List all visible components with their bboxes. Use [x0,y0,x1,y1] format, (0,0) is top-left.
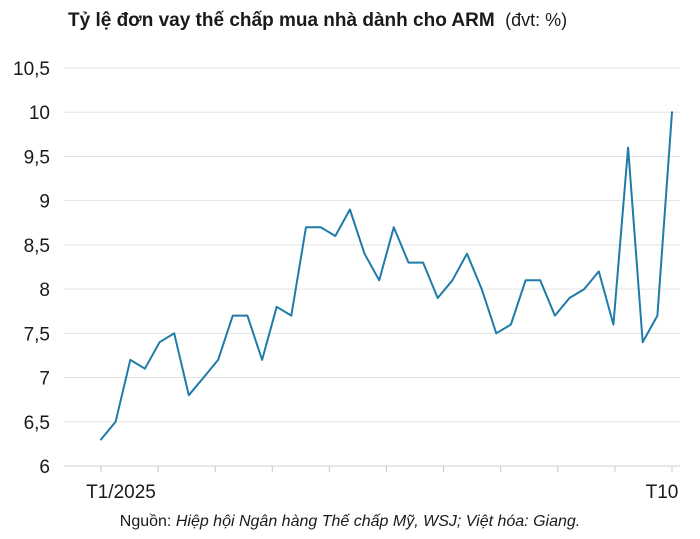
y-tick-label: 6 [39,457,50,478]
y-tick-label: 10,5 [13,59,50,80]
y-tick-label: 9 [39,192,50,213]
chart-title: Tỷ lệ đơn vay thế chấp mua nhà dành cho … [68,10,495,31]
y-tick-label: 7 [39,369,50,390]
x-tick-label: T10 [646,482,679,503]
chart-title-row: Tỷ lệ đơn vay thế chấp mua nhà dành cho … [68,10,567,32]
y-tick-label: 8,5 [24,236,50,257]
source-note: Nguồn: Hiệp hội Ngân hàng Thế chấp Mỹ, W… [0,513,700,531]
series-line [100,111,673,441]
source-prefix: Nguồn: [119,513,176,530]
y-tick-label: 7,5 [24,324,50,345]
y-tick-label: 9,5 [24,147,50,168]
chart-unit: (đvt: %) [505,10,568,30]
y-tick-label: 6,5 [24,413,50,434]
x-axis: T1/2025 T10 [64,465,680,503]
y-tick-label: 8 [39,280,50,301]
x-tick-label: T1/2025 [86,482,156,503]
source-text: Hiệp hội Ngân hàng Thế chấp Mỹ, WSJ; Việ… [175,513,581,530]
grid-lines [64,67,680,423]
y-axis-ticks: 6 6,5 7 7,5 8 8,5 9 9,5 10 10,5 [13,59,50,478]
y-tick-label: 10 [29,103,50,124]
series-line-layer [100,111,673,441]
